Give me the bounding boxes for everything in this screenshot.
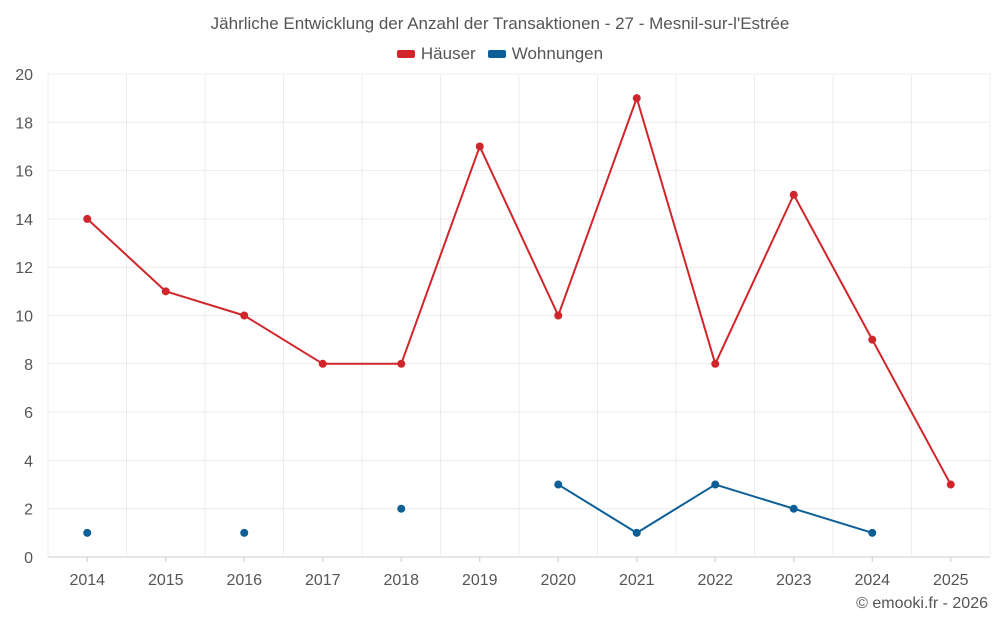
data-point[interactable] <box>711 359 720 368</box>
x-tick-label: 2021 <box>619 572 655 589</box>
data-point[interactable] <box>711 480 720 489</box>
x-tick-label: 2022 <box>697 572 733 589</box>
x-tick-label: 2024 <box>854 572 890 589</box>
data-point[interactable] <box>868 335 877 344</box>
data-point[interactable] <box>632 94 641 103</box>
data-point[interactable] <box>868 528 877 537</box>
y-tick-label: 16 <box>15 164 33 181</box>
data-point[interactable] <box>554 480 563 489</box>
data-point[interactable] <box>554 311 563 320</box>
y-tick-label: 4 <box>24 453 33 470</box>
gridlines <box>47 73 991 558</box>
y-tick-label: 14 <box>15 212 33 229</box>
data-point[interactable] <box>475 142 484 151</box>
data-point[interactable] <box>789 190 798 199</box>
x-tick-label: 2016 <box>226 572 262 589</box>
x-tick-label: 2015 <box>148 572 184 589</box>
legend-swatch-wohnungen <box>487 50 506 58</box>
data-point[interactable] <box>946 480 955 489</box>
series-line <box>86 97 952 486</box>
x-tick-label: 2017 <box>305 572 341 589</box>
axes: 0 2 4 6 8 10 12 14 16 18 20 2014 2015 2016 2017 2018 201… <box>15 67 968 589</box>
legend-swatch-haeuser <box>396 50 415 58</box>
data-point[interactable] <box>789 504 798 513</box>
y-tick-label: 12 <box>15 260 33 277</box>
data-point[interactable] <box>240 528 249 537</box>
chart-title: Jährliche Entwicklung der Anzahl der Tra… <box>210 14 790 33</box>
x-tick-label: 2014 <box>69 572 105 589</box>
legend-label-wohnungen: Wohnungen <box>511 44 604 63</box>
y-tick-label: 0 <box>24 550 33 567</box>
data-point[interactable] <box>161 287 170 296</box>
y-tick-label: 6 <box>24 405 33 422</box>
y-tick-label: 18 <box>15 115 33 132</box>
data-point[interactable] <box>83 528 92 537</box>
legend-label-haeuser: Häuser <box>420 44 476 63</box>
data-point[interactable] <box>83 214 92 223</box>
copyright-credit: © emooki.fr - 2026 <box>856 595 988 612</box>
data-point[interactable] <box>397 504 406 513</box>
legend: Häuser Wohnungen <box>0 44 1000 64</box>
data-point[interactable] <box>318 359 327 368</box>
data-point[interactable] <box>632 528 641 537</box>
y-tick-label: 10 <box>15 309 33 326</box>
x-tick-label: 2020 <box>540 572 576 589</box>
series-layer <box>83 94 955 537</box>
data-point[interactable] <box>240 311 249 320</box>
y-tick-label: 8 <box>24 357 33 374</box>
legend-item-haeuser[interactable]: Häuser <box>396 44 476 64</box>
legend-item-wohnungen[interactable]: Wohnungen <box>487 44 604 64</box>
y-tick-label: 2 <box>24 502 33 519</box>
x-tick-label: 2019 <box>462 572 498 589</box>
series-wohnungen <box>83 480 877 537</box>
series-häuser <box>83 94 955 489</box>
x-tick-label: 2025 <box>933 572 969 589</box>
x-tick-label: 2023 <box>776 572 812 589</box>
y-tick-label: 20 <box>15 67 33 84</box>
x-tick-label: 2018 <box>383 572 419 589</box>
data-point[interactable] <box>397 359 406 368</box>
